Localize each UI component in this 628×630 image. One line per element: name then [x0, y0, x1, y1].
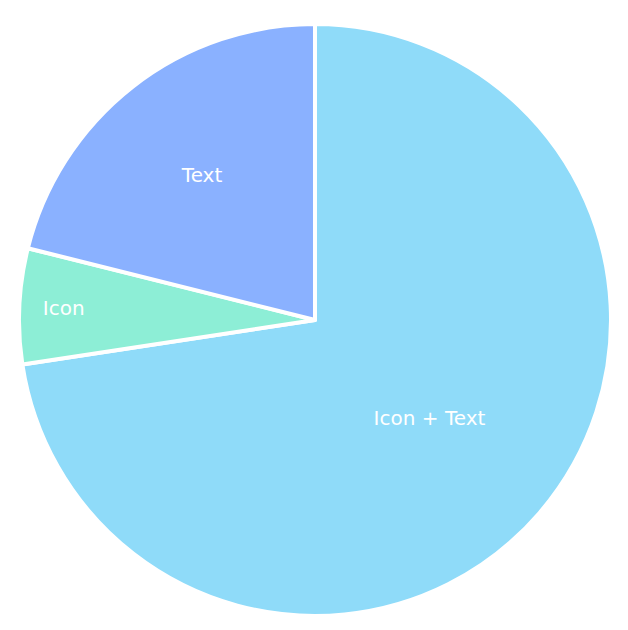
slice-label: Icon: [43, 296, 85, 320]
pie-slice: [28, 24, 315, 320]
pie-chart: Icon + Text Icon Text: [0, 0, 628, 630]
chart-container: Icon + Text Icon Text: [0, 0, 628, 630]
slice-label: Icon + Text: [374, 406, 486, 430]
slices: [19, 24, 611, 616]
slice-labels: Icon + Text Icon Text: [43, 163, 486, 430]
slice-label: Text: [181, 163, 223, 187]
